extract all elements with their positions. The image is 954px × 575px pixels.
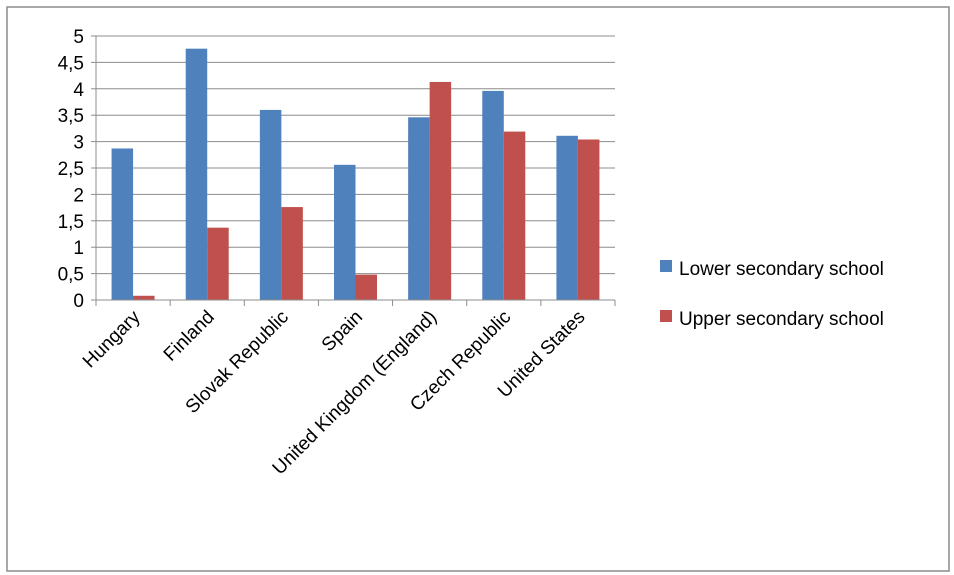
legend-label: Lower secondary school bbox=[679, 259, 884, 280]
bar-lower-united-states bbox=[556, 135, 578, 300]
y-tick-label: 0 bbox=[73, 291, 84, 312]
bar-lower-hungary bbox=[111, 148, 134, 300]
y-tick-label: 3 bbox=[73, 133, 84, 154]
bar-upper-czech-republic bbox=[503, 131, 526, 300]
legend-swatch bbox=[660, 310, 672, 322]
bar-upper-spain bbox=[355, 274, 377, 300]
y-tick-label: 2,5 bbox=[58, 159, 84, 180]
bar-upper-slovak-republic bbox=[281, 207, 303, 300]
bar-upper-united-kingdom-england bbox=[429, 81, 452, 300]
legend-label: Upper secondary school bbox=[679, 309, 884, 330]
axes bbox=[91, 35, 616, 306]
chart-border bbox=[6, 6, 950, 572]
legend: Lower secondary school Upper secondary sc… bbox=[660, 259, 884, 330]
y-tick-label: 0,5 bbox=[58, 265, 84, 286]
bar-upper-finland bbox=[207, 227, 229, 300]
y-tick-label: 2 bbox=[73, 185, 84, 206]
bar-lower-united-kingdom-england bbox=[408, 117, 430, 300]
bar-lower-finland bbox=[185, 48, 208, 301]
y-tick-label: 1,5 bbox=[58, 212, 84, 233]
y-tick-label: 1 bbox=[73, 238, 84, 259]
y-axis-ticks: 0 0,5 1 1,5 2 2,5 3 3,5 4 4,5 5 bbox=[58, 27, 85, 312]
bar-lower-czech-republic bbox=[482, 90, 504, 300]
bars bbox=[111, 48, 600, 301]
y-tick-label: 4 bbox=[73, 80, 84, 101]
y-tick-label: 4,5 bbox=[58, 53, 84, 74]
y-tick-label: 5 bbox=[73, 27, 84, 48]
bar-lower-slovak-republic bbox=[259, 109, 282, 300]
bar-upper-united-states bbox=[577, 139, 600, 300]
y-tick-label: 3,5 bbox=[58, 106, 84, 127]
legend-swatch bbox=[660, 260, 672, 272]
bar-upper-hungary bbox=[133, 295, 155, 300]
bar-lower-spain bbox=[334, 164, 356, 300]
